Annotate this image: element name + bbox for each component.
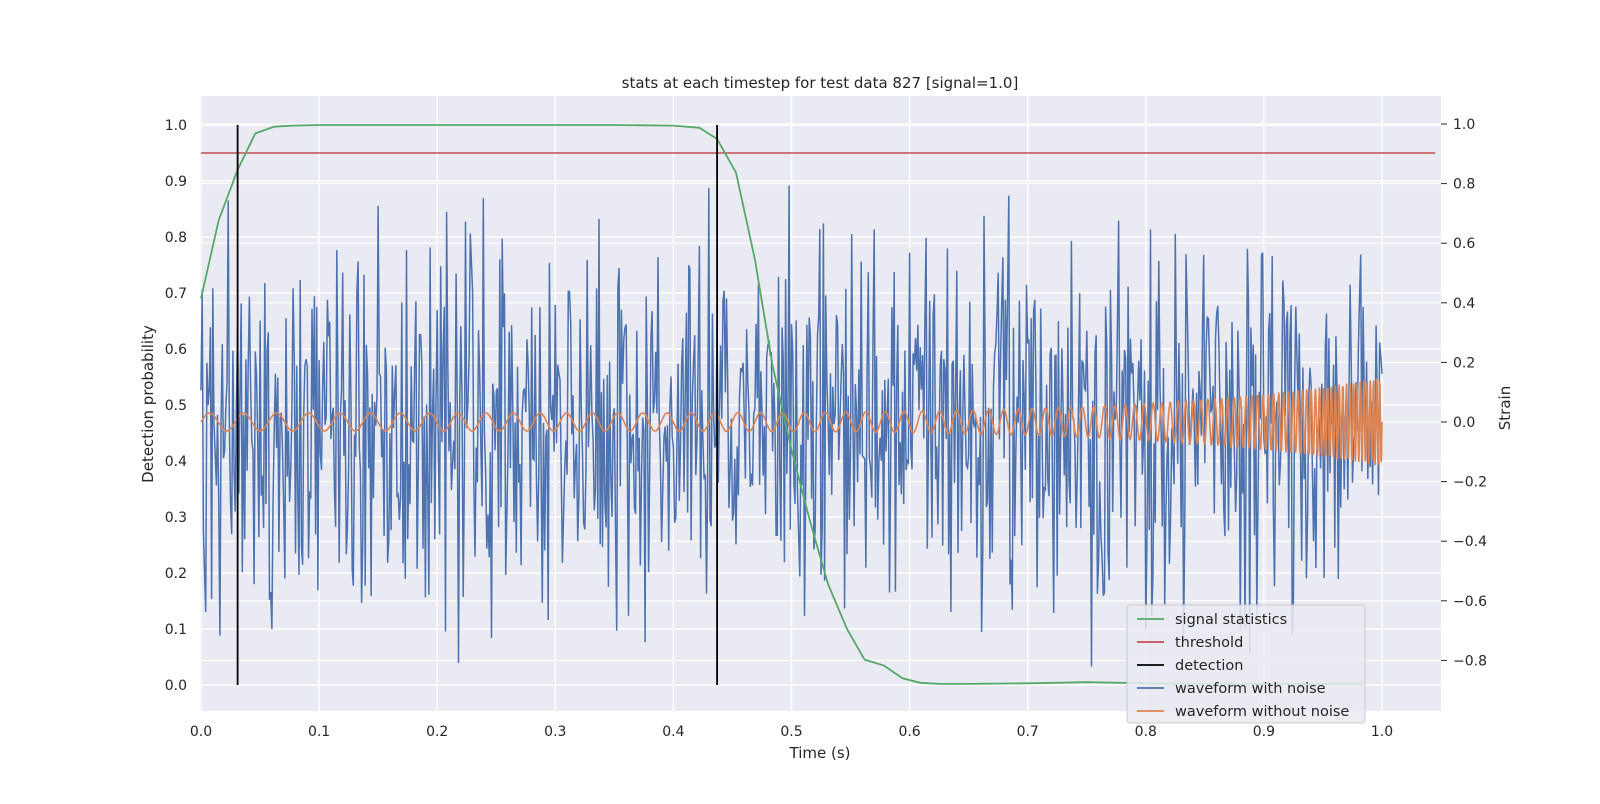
y-tick-label: 0.9 — [165, 174, 187, 190]
y2-tick-label: −0.8 — [1453, 653, 1487, 669]
x-tick-label: 0.8 — [1135, 724, 1157, 740]
legend-label: detection — [1175, 658, 1243, 674]
x-tick-label: 0.3 — [544, 724, 566, 740]
y-tick-label: 1.0 — [165, 118, 187, 134]
y2-tick-label: 0.4 — [1453, 296, 1475, 312]
y2-tick-label: −0.4 — [1453, 534, 1487, 550]
x-tick-label: 0.6 — [898, 724, 920, 740]
y2-tick-label: 0.2 — [1453, 355, 1475, 371]
y-tick-label: 0.2 — [165, 566, 187, 582]
legend-box — [1126, 604, 1366, 724]
series-waveform-with-noise — [200, 185, 1383, 667]
y-tick-label: 0.4 — [165, 454, 187, 470]
y2-tick-label: 0.0 — [1453, 415, 1475, 431]
y2-tick-label: 0.6 — [1453, 236, 1475, 252]
x-tick-label: 1.0 — [1371, 724, 1393, 740]
x-tick-label: 0.2 — [426, 724, 448, 740]
legend: signal statistics threshold detection wavef… — [1126, 604, 1366, 724]
series-waveform-without-noise — [200, 378, 1383, 466]
y-tick-label: 0.8 — [165, 230, 187, 246]
series-layer — [200, 124, 1436, 685]
x-tick-label: 0.9 — [1253, 724, 1275, 740]
y-tick-label: 0.6 — [165, 342, 187, 358]
y-tick-label: 0.3 — [165, 510, 187, 526]
x-tick-label: 0.5 — [780, 724, 802, 740]
y-tick-label: 0.1 — [165, 622, 187, 638]
x-tick-label: 0.0 — [190, 724, 212, 740]
legend-label: waveform without noise — [1175, 704, 1349, 720]
ticks: 0.0 0.1 0.2 0.3 0.4 0.5 0.6 0.7 0.8 0.9 1.0 0.0 0.1 0… — [165, 117, 1487, 740]
x-tick-label: 0.7 — [1017, 724, 1039, 740]
legend-label: signal statistics — [1175, 612, 1287, 628]
y2-tick-label: −0.2 — [1453, 475, 1487, 491]
legend-label: threshold — [1175, 635, 1243, 651]
y-tick-label: 0.7 — [165, 286, 187, 302]
y2-tick-label: 0.8 — [1453, 177, 1475, 193]
y2-tick-label: −0.6 — [1453, 594, 1487, 610]
chart-title: stats at each timestep for test data 827… — [622, 74, 1019, 92]
x-tick-label: 0.4 — [662, 724, 684, 740]
series-signal-statistics — [200, 124, 1364, 685]
x-axis-label: Time (s) — [789, 744, 851, 762]
y-axis-label: Detection probability — [139, 325, 157, 483]
x-tick-label: 0.1 — [308, 724, 330, 740]
legend-label: waveform with noise — [1175, 681, 1326, 697]
y2-axis-label: Strain — [1496, 386, 1514, 430]
y-tick-label: 0.5 — [165, 398, 187, 414]
y-tick-label: 0.0 — [165, 678, 187, 694]
y2-tick-label: 1.0 — [1453, 117, 1475, 133]
